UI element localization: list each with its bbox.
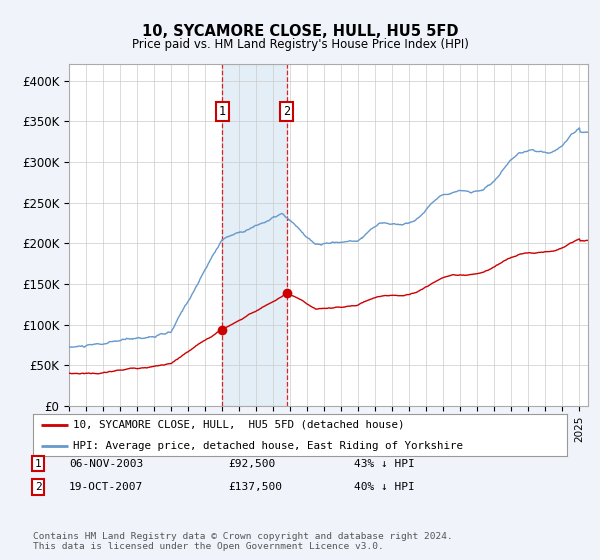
Bar [222, 64, 287, 406]
Text: 1: 1 [218, 105, 226, 118]
Text: 43% ↓ HPI: 43% ↓ HPI [354, 459, 415, 469]
Text: 2: 2 [283, 105, 290, 118]
Text: 10, SYCAMORE CLOSE, HULL,  HU5 5FD (detached house): 10, SYCAMORE CLOSE, HULL, HU5 5FD (detac… [73, 420, 404, 430]
Text: 40% ↓ HPI: 40% ↓ HPI [354, 482, 415, 492]
Text: £92,500: £92,500 [228, 459, 275, 469]
Text: HPI: Average price, detached house, East Riding of Yorkshire: HPI: Average price, detached house, East… [73, 441, 463, 451]
Text: 19-OCT-2007: 19-OCT-2007 [69, 482, 143, 492]
Text: Contains HM Land Registry data © Crown copyright and database right 2024.
This d: Contains HM Land Registry data © Crown c… [33, 532, 453, 552]
Text: £137,500: £137,500 [228, 482, 282, 492]
Text: Price paid vs. HM Land Registry's House Price Index (HPI): Price paid vs. HM Land Registry's House … [131, 38, 469, 51]
Text: 10, SYCAMORE CLOSE, HULL, HU5 5FD: 10, SYCAMORE CLOSE, HULL, HU5 5FD [142, 24, 458, 39]
Text: 2: 2 [35, 482, 41, 492]
Text: 06-NOV-2003: 06-NOV-2003 [69, 459, 143, 469]
Text: 1: 1 [35, 459, 41, 469]
